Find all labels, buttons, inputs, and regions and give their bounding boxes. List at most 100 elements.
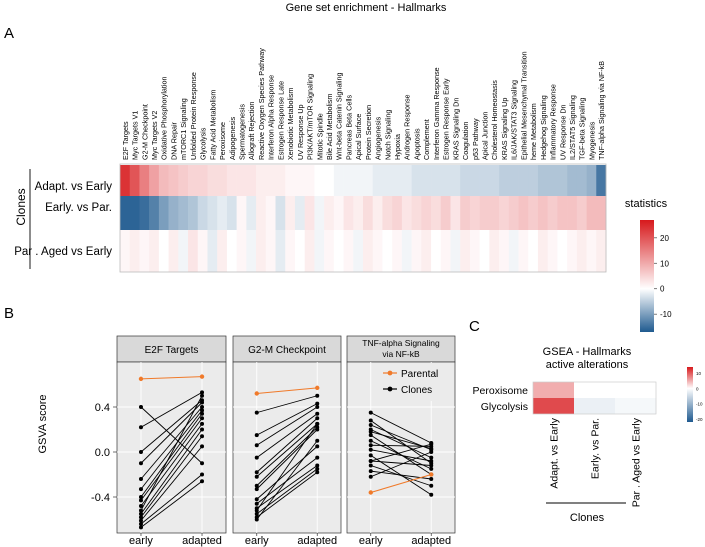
heatmap-cell [401, 230, 412, 272]
facet: E2F Targets early adapted [116, 335, 227, 547]
clone-point [315, 405, 320, 409]
heatmap-cell [392, 230, 403, 272]
heatmap-cell [557, 165, 568, 196]
column-label: TNF-alpha Signaling via NF-kB [597, 61, 606, 160]
heatmap-cell [518, 196, 529, 230]
heatmap-cell [178, 230, 189, 272]
heatmap-cell [236, 230, 247, 272]
x-tick-label: early [245, 535, 269, 547]
clone-point [254, 433, 259, 438]
column-label: Par . Aged vs Early [631, 417, 643, 507]
column-label: heme Metabolism [529, 103, 538, 160]
clone-line [256, 426, 318, 487]
clone-point [254, 508, 259, 513]
colorbar-tick-label: 20 [660, 234, 669, 243]
heatmap-cell [586, 165, 597, 196]
column-label: G2-M Checkpoint [140, 104, 149, 160]
x-tick-label: adapted [182, 535, 222, 547]
column-label: KRAS Signaling Dn [451, 98, 460, 160]
parental-point [368, 490, 373, 495]
heatmap-cell [304, 196, 315, 230]
heatmap-cell [129, 165, 140, 196]
heatmap-cell [518, 230, 529, 272]
heatmap-cell [188, 196, 199, 230]
clone-point [138, 522, 143, 526]
heatmap-cell [120, 165, 131, 196]
heatmap-cell [533, 382, 575, 398]
clone-point [368, 447, 373, 452]
clone-point [138, 525, 143, 530]
heatmap-cell [226, 165, 237, 196]
clone-line [140, 474, 203, 525]
clone-point [368, 463, 373, 468]
panel-c-colorbar [687, 367, 693, 422]
column-label: Myogenesis [587, 121, 596, 160]
heatmap-cell [158, 196, 169, 230]
clone-point [368, 423, 373, 427]
heatmap-cell [226, 196, 237, 230]
clone-point [315, 455, 320, 460]
clone-point [368, 459, 373, 463]
column-label: Allograft Rejection [247, 102, 256, 160]
column-label: mTORC1 Signaling [179, 98, 188, 160]
clone-line [140, 429, 203, 515]
facet-title: E2F Targets [145, 345, 199, 356]
y-tick-label: 0.0 [95, 447, 110, 459]
heatmap-cell [275, 165, 286, 196]
heatmap-cell [567, 230, 578, 272]
clone-line [256, 429, 318, 490]
row-group-label: Clones [14, 188, 28, 225]
heatmap-cell [574, 398, 616, 414]
heatmap-cell [314, 196, 325, 230]
column-label: Glycolysis [199, 127, 208, 160]
heatmap-cell [372, 165, 383, 196]
column-label: KRAS Signaling Up [500, 98, 509, 160]
panel-b-line-plot: GSVA score 0.4 0.0 -0.4 E2F Targets early ad… [37, 335, 456, 547]
clone-point [200, 427, 205, 432]
clone-point [368, 433, 373, 438]
column-label: Early. vs Par. [590, 418, 602, 479]
column-label: Fatty Acid Metabolism [208, 90, 217, 160]
column-label: Reactive Oxygen Species Pathway [257, 48, 266, 160]
clone-point [315, 421, 320, 426]
clone-point [138, 518, 143, 523]
heatmap-cell [547, 196, 558, 230]
column-label: Peroxisome [218, 122, 227, 160]
parental-line [370, 473, 432, 494]
heatmap-cell [343, 230, 354, 272]
clone-line [140, 410, 203, 490]
row-label: Peroxisome [473, 385, 529, 397]
column-label: Apoptosis [413, 128, 422, 160]
heatmap-cell [537, 165, 548, 196]
heatmap-cell [440, 230, 451, 272]
colorbar-tick-label: -10 [660, 310, 672, 319]
heatmap-cell [615, 382, 657, 398]
clone-line [370, 443, 432, 462]
column-label: Adipogenesis [228, 116, 237, 160]
heatmap-cell [567, 165, 578, 196]
column-label: Interferon Gamma Response [432, 67, 441, 160]
row-label: Glycolysis [481, 401, 528, 413]
facet-panel [232, 361, 342, 534]
heatmap-cell [460, 196, 471, 230]
heatmap-cell [596, 230, 607, 272]
clone-point [429, 463, 434, 468]
heatmap-cell [528, 230, 539, 272]
heatmap-cell [294, 230, 305, 272]
heatmap-cell [129, 196, 140, 230]
clone-point [315, 427, 320, 432]
column-label: Myc Targets V1 [131, 111, 140, 160]
clone-point [315, 393, 320, 398]
column-label: Estrogen Response Late [276, 81, 285, 160]
clone-point [254, 470, 259, 475]
heatmap-cell [139, 230, 150, 272]
heatmap-cell [479, 230, 490, 272]
heatmap-cell [207, 165, 218, 196]
heatmap-cell [168, 165, 179, 196]
clone-point [200, 472, 205, 477]
heatmap-cell [363, 165, 374, 196]
clone-point [368, 410, 373, 415]
x-tick-label: adapted [411, 535, 451, 547]
parental-point [199, 374, 205, 379]
